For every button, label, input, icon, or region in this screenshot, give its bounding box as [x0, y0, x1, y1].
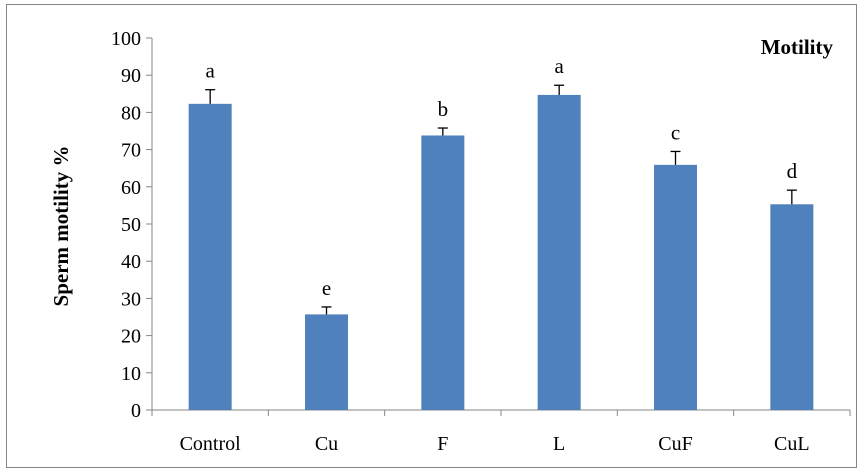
y-tick-label: 90: [121, 65, 141, 87]
significance-label: c: [671, 120, 680, 144]
bar: [537, 94, 581, 410]
y-tick-label: 30: [121, 288, 141, 310]
y-tick-label: 20: [121, 326, 141, 348]
bar: [770, 204, 814, 410]
significance-label: e: [322, 276, 331, 300]
significance-label: d: [787, 159, 798, 183]
significance-label: b: [438, 97, 449, 121]
plot-area: 0 10 20 30 40 50 60 70 80 90 100 a Control e Cu b Fa Lc Cu…: [111, 28, 851, 455]
x-tick-label: Cu: [315, 433, 338, 455]
significance-label: a: [555, 54, 565, 78]
y-tick-label: 80: [121, 102, 141, 124]
x-tick-label: L: [553, 433, 565, 455]
y-axis-label: Sperm motility %: [49, 146, 73, 307]
y-tick-label: 10: [121, 363, 141, 385]
y-tick-label: 60: [121, 177, 141, 199]
y-tick-label: 70: [121, 140, 141, 162]
y-tick-label: 0: [131, 400, 141, 422]
bar: [188, 103, 232, 411]
bar: [654, 164, 697, 410]
y-tick-label: 50: [121, 214, 141, 236]
x-tick-label: F: [437, 433, 448, 455]
y-tick-label: 40: [121, 251, 141, 273]
x-tick-label: CuF: [658, 433, 692, 455]
significance-label: a: [206, 59, 216, 83]
chart-title: Motility: [761, 35, 834, 59]
y-tick-label: 100: [111, 28, 141, 50]
bar: [305, 314, 348, 410]
x-tick-label: Control: [180, 433, 242, 455]
x-tick-label: CuL: [774, 433, 810, 455]
bar: [421, 135, 465, 411]
